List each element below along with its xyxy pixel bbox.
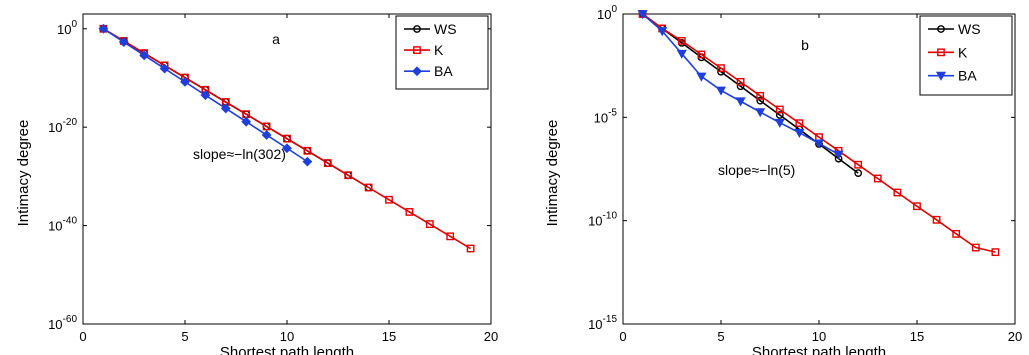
slope-annotation: slope≈−ln(302) xyxy=(193,146,286,162)
data-point-ba xyxy=(200,90,211,101)
data-point-ws xyxy=(775,111,784,119)
legend-label-k: K xyxy=(434,42,444,58)
y-tick-label: 10-60 xyxy=(48,314,77,332)
x-tick-label: 0 xyxy=(79,329,86,344)
legend-marker-ws xyxy=(413,25,421,33)
x-tick-label: 0 xyxy=(619,329,626,344)
data-point-ba xyxy=(241,116,252,127)
data-point-k xyxy=(775,105,784,114)
data-point-ba xyxy=(657,27,668,37)
data-point-k xyxy=(854,160,863,169)
data-point-k xyxy=(971,243,980,252)
data-point-k xyxy=(344,171,353,180)
data-point-k xyxy=(364,183,373,192)
data-point-k xyxy=(952,229,961,238)
x-tick-label: 20 xyxy=(1008,329,1022,344)
data-point-ba xyxy=(637,10,648,20)
data-point-k xyxy=(323,159,332,168)
data-point-k xyxy=(446,232,455,241)
x-tick-label: 10 xyxy=(280,329,294,344)
x-axis-label: Shortest path length xyxy=(220,344,354,355)
y-tick-label: 100 xyxy=(597,4,617,22)
data-point-ws xyxy=(756,96,765,105)
data-point-k xyxy=(991,248,1000,257)
data-point-ba xyxy=(261,130,272,140)
panel-label: b xyxy=(801,37,809,53)
data-point-k xyxy=(283,134,291,143)
data-point-k xyxy=(303,146,312,155)
data-point-k xyxy=(795,119,804,128)
data-point-ba xyxy=(735,97,746,107)
legend-label-ws: WS xyxy=(434,21,457,37)
y-tick-label: 10-15 xyxy=(588,314,617,332)
legend-marker-ba xyxy=(935,71,947,81)
x-tick-label: 20 xyxy=(484,329,498,344)
data-point-k xyxy=(697,50,706,59)
y-tick-label: 10-5 xyxy=(594,107,618,125)
data-point-k xyxy=(385,195,393,204)
data-point-ws xyxy=(736,82,745,91)
data-point-k xyxy=(893,188,902,197)
data-point-ba xyxy=(676,49,687,59)
data-point-ba xyxy=(755,108,766,118)
x-tick-label: 15 xyxy=(382,329,396,344)
legend-marker-ba xyxy=(412,66,422,77)
data-point-k xyxy=(466,244,475,253)
series-line-k xyxy=(642,13,996,253)
x-axis-label: Shortest path length xyxy=(752,344,886,355)
data-point-ba xyxy=(302,156,313,167)
legend-marker-k xyxy=(413,46,421,55)
data-point-k xyxy=(756,91,765,100)
data-point-k xyxy=(262,122,271,131)
data-point-ba xyxy=(696,72,707,82)
data-point-k xyxy=(405,208,414,216)
data-point-ba xyxy=(220,103,231,114)
data-point-ba xyxy=(139,50,150,61)
legend-box xyxy=(395,15,489,90)
data-point-ba xyxy=(833,150,844,160)
panel-label: a xyxy=(272,31,280,47)
data-point-k xyxy=(932,215,941,224)
series-line-ws xyxy=(642,13,859,174)
x-tick-label: 10 xyxy=(812,329,826,344)
data-point-ba xyxy=(98,23,109,34)
legend-marker-ws xyxy=(937,25,945,33)
data-point-ba xyxy=(715,86,727,96)
x-tick-label: 5 xyxy=(717,329,724,344)
legend-label-k: K xyxy=(958,44,968,60)
data-point-ba xyxy=(282,143,292,154)
chart-panel-b: 0 5 10 15 20 100 10-5 10-10 10-15 Shortest path l… xyxy=(544,4,1022,355)
x-tick-label: 5 xyxy=(181,329,188,344)
legend-label-ba: BA xyxy=(434,63,453,79)
legend-marker-k xyxy=(937,48,945,57)
chart-panel-a: 0 5 10 15 20 100 10-20 10-40 10-60 Shortest path … xyxy=(15,13,498,355)
legend-label-ba: BA xyxy=(958,68,977,84)
y-tick-label: 100 xyxy=(57,19,77,37)
data-point-k xyxy=(677,36,686,45)
data-point-ba xyxy=(794,128,805,138)
y-tick-label: 10-10 xyxy=(588,211,617,229)
y-axis-label: Intimacy degree xyxy=(15,120,32,227)
data-point-ba xyxy=(774,118,785,128)
slope-annotation: slope≈−ln(5) xyxy=(718,162,795,178)
y-axis-label: Intimacy degree xyxy=(544,120,561,227)
legend-label-ws: WS xyxy=(958,21,981,37)
data-point-k xyxy=(717,64,725,73)
data-point-ws xyxy=(854,169,863,178)
data-point-k xyxy=(425,220,434,229)
data-point-ba xyxy=(180,76,190,87)
data-point-ba xyxy=(159,63,170,74)
y-tick-label: 10-20 xyxy=(48,117,77,135)
data-point-ba xyxy=(813,139,825,149)
x-tick-label: 15 xyxy=(910,329,924,344)
y-tick-label: 10-40 xyxy=(48,216,77,234)
data-point-k xyxy=(873,174,882,183)
data-point-k xyxy=(913,202,921,211)
data-point-ba xyxy=(118,37,129,47)
data-point-k xyxy=(736,77,745,86)
